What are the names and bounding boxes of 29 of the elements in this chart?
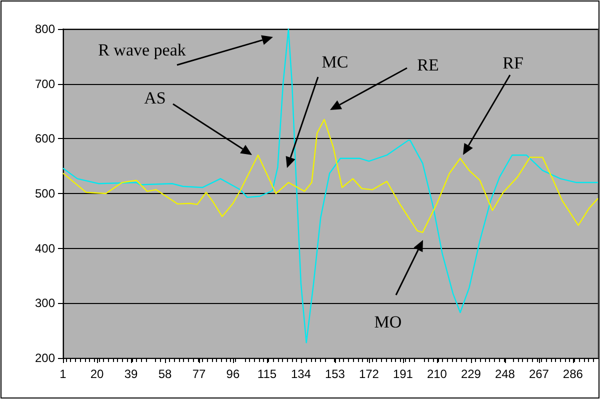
annotation: MO [374,312,402,332]
x-tick-label: 229 [460,367,482,381]
annotation: RF [502,54,524,72]
x-tick-label: 20 [90,367,104,381]
x-tick-label: 267 [528,367,550,381]
y-tick-label: 600 [34,132,56,146]
annotation: AS [144,88,166,108]
y-tick-label: 400 [34,241,56,256]
annotation: R wave peak [98,40,186,60]
x-tick-label: 286 [562,367,584,381]
annotation: MC [322,52,348,72]
x-tick-label: 39 [124,367,138,381]
annotation: RE [417,56,439,74]
y-tick-label: 500 [34,186,56,200]
y-tick-label: 300 [34,296,56,310]
y-tick-label: 700 [34,76,56,91]
x-tick-label: 77 [192,367,206,381]
x-tick-label: 115 [257,367,277,381]
x-tick-label: 191 [392,367,414,381]
x-tick-label: 210 [426,367,448,381]
x-tick-label: 248 [494,367,516,381]
x-tick-label: 96 [226,367,240,381]
x-tick-label: 134 [290,367,312,381]
x-tick-label: 58 [158,367,172,381]
x-tick-label: 1 [60,367,67,381]
x-tick-label: 153 [324,367,346,381]
y-tick-label: 800 [34,22,56,36]
y-tick-label: 200 [34,351,56,365]
x-tick-label: 172 [358,367,380,381]
